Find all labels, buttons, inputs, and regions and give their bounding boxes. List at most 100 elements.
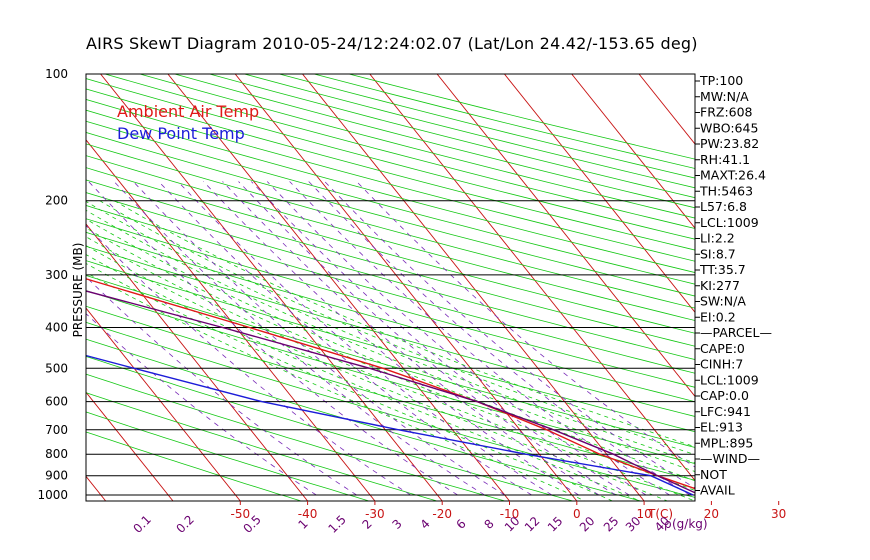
isotherm-line bbox=[638, 74, 695, 145]
dry-adiabat-line bbox=[86, 260, 695, 433]
dry-adiabat-line bbox=[86, 338, 643, 501]
isotherm-line bbox=[571, 74, 695, 229]
dry-adiabat-line bbox=[86, 290, 695, 465]
dry-adiabat-line bbox=[86, 192, 695, 360]
stat-entry: SW:N/A bbox=[700, 294, 746, 309]
isotherm-line bbox=[503, 74, 695, 313]
moist-adiabat-line bbox=[99, 200, 695, 456]
pressure-tick-label: 300 bbox=[45, 268, 68, 282]
mixing-ratio-tick-label: 1.5 bbox=[325, 512, 348, 535]
stat-entry: MW:N/A bbox=[700, 89, 749, 104]
mixing-ratio-line bbox=[177, 181, 553, 496]
mixing-ratio-symbol: ρ bbox=[664, 517, 672, 531]
stat-entry: MAXT:26.4 bbox=[700, 168, 766, 183]
mixing-ratio-line bbox=[203, 181, 579, 496]
moist-adiabat-line bbox=[86, 200, 695, 464]
isotherm-line bbox=[86, 223, 309, 501]
mixing-ratio-line bbox=[266, 181, 647, 496]
mixing-ratio-unit-label: (g/kg) bbox=[672, 517, 708, 531]
profiles bbox=[86, 278, 695, 496]
stat-entry: PW:23.82 bbox=[700, 136, 759, 151]
stat-entry: TT:35.7 bbox=[699, 262, 746, 277]
dry-adiabat-line bbox=[86, 305, 695, 481]
stat-entry: CINH:7 bbox=[700, 357, 743, 372]
moist-adiabat-line bbox=[86, 245, 669, 501]
mixing-ratio-line bbox=[86, 313, 317, 496]
legend: Ambient Air Temp Dew Point Temp bbox=[117, 102, 259, 143]
mixing-ratio-tick-label: 0.1 bbox=[130, 512, 153, 535]
isotherm-line bbox=[0, 64, 46, 511]
stat-entry: —WIND— bbox=[700, 451, 760, 466]
bottom-temp-tick-label: -40 bbox=[298, 507, 318, 521]
stat-entry: LCL:1009 bbox=[700, 215, 759, 230]
mixing-ratio-tick-label: 0.2 bbox=[173, 512, 196, 535]
bottom-temp-tick-label: -10 bbox=[500, 507, 520, 521]
mixing-ratio-tick-label: 12 bbox=[522, 514, 543, 535]
stat-entry: WBO:645 bbox=[700, 120, 758, 135]
moist-adiabat-line bbox=[86, 272, 586, 501]
dry-adiabat-line bbox=[86, 321, 695, 498]
isotherm-line bbox=[301, 74, 645, 501]
pressure-tick-label: 200 bbox=[45, 194, 68, 208]
mixing-ratio-tick-label: 3 bbox=[390, 517, 405, 532]
mixing-ratio-line bbox=[238, 181, 616, 496]
profile-series-0 bbox=[86, 278, 695, 490]
mixing-ratio-line bbox=[132, 181, 505, 496]
pressure-tick-label: 100 bbox=[45, 67, 68, 81]
pressure-tick-label: 600 bbox=[45, 395, 68, 409]
dry-adiabat-line bbox=[86, 205, 695, 374]
isotherm-line bbox=[167, 74, 511, 501]
pressure-tick-label: 900 bbox=[45, 469, 68, 483]
dry-adiabat-line bbox=[86, 120, 695, 285]
isotherm-line bbox=[86, 139, 376, 501]
pressure-tick-label: 500 bbox=[45, 361, 68, 375]
stat-entry: SI:8.7 bbox=[700, 246, 736, 261]
dry-adiabat-line bbox=[86, 167, 695, 334]
legend-entry: Ambient Air Temp bbox=[117, 102, 259, 121]
dry-adiabat-line bbox=[86, 179, 695, 347]
stat-entry: L57:6.8 bbox=[700, 199, 747, 214]
stat-entry: FRZ:608 bbox=[700, 105, 753, 120]
profile-series-2 bbox=[86, 290, 695, 494]
isotherm-line bbox=[436, 74, 695, 398]
stat-entry: RH:41.1 bbox=[700, 152, 750, 167]
dry-adiabat-line bbox=[86, 109, 695, 273]
bottom-temp-tick-label: 10 bbox=[636, 507, 651, 521]
mixing-ratio-tick-label: 15 bbox=[545, 514, 566, 535]
dry-adiabat-line bbox=[312, 74, 695, 169]
isotherm-line bbox=[86, 391, 174, 501]
plot-frame bbox=[85, 73, 696, 502]
isotherm-line bbox=[86, 307, 241, 501]
mixing-ratio-line bbox=[158, 181, 532, 496]
mixing-ratio-line bbox=[86, 225, 411, 496]
stat-entry: LCL:1009 bbox=[700, 372, 759, 387]
bottom-temp-tick-label: 0 bbox=[573, 507, 581, 521]
mixing-ratio-tick-label: 6 bbox=[454, 517, 469, 532]
dry-adiabat-line bbox=[86, 245, 695, 417]
dry-adiabat-line bbox=[86, 155, 695, 321]
axes: 1002003004005006007008009001000PRESSURE … bbox=[37, 67, 786, 536]
stat-entry: TP:100 bbox=[699, 73, 743, 88]
pressure-tick-label: 700 bbox=[45, 423, 68, 437]
moist-adiabat-line bbox=[86, 254, 641, 501]
stat-entry: LFC:941 bbox=[700, 404, 751, 419]
stat-entry: AVAIL bbox=[700, 483, 735, 498]
stat-entry: EI:0.2 bbox=[700, 309, 736, 324]
moist-adiabat-line bbox=[86, 218, 695, 482]
mixing-ratio-line bbox=[113, 181, 485, 496]
legend-entry: Dew Point Temp bbox=[117, 124, 245, 143]
profile-series-1 bbox=[86, 354, 694, 496]
bottom-temp-tick-label: -50 bbox=[230, 507, 250, 521]
stat-entry: LI:2.2 bbox=[700, 231, 735, 246]
mixing-ratio-line bbox=[324, 181, 695, 489]
chart-title: AIRS SkewT Diagram 2010-05-24/12:24:02.0… bbox=[86, 34, 698, 53]
mixing-ratio-line bbox=[308, 181, 691, 496]
moist-adiabat-line bbox=[86, 236, 695, 501]
isotherm-line bbox=[369, 74, 695, 482]
moist-adiabat-line bbox=[86, 227, 695, 491]
dry-adiabat-line bbox=[86, 231, 695, 403]
mixing-ratio-line bbox=[251, 181, 630, 496]
dry-adiabat-line bbox=[86, 143, 695, 309]
bottom-temp-tick-label: -20 bbox=[432, 507, 452, 521]
